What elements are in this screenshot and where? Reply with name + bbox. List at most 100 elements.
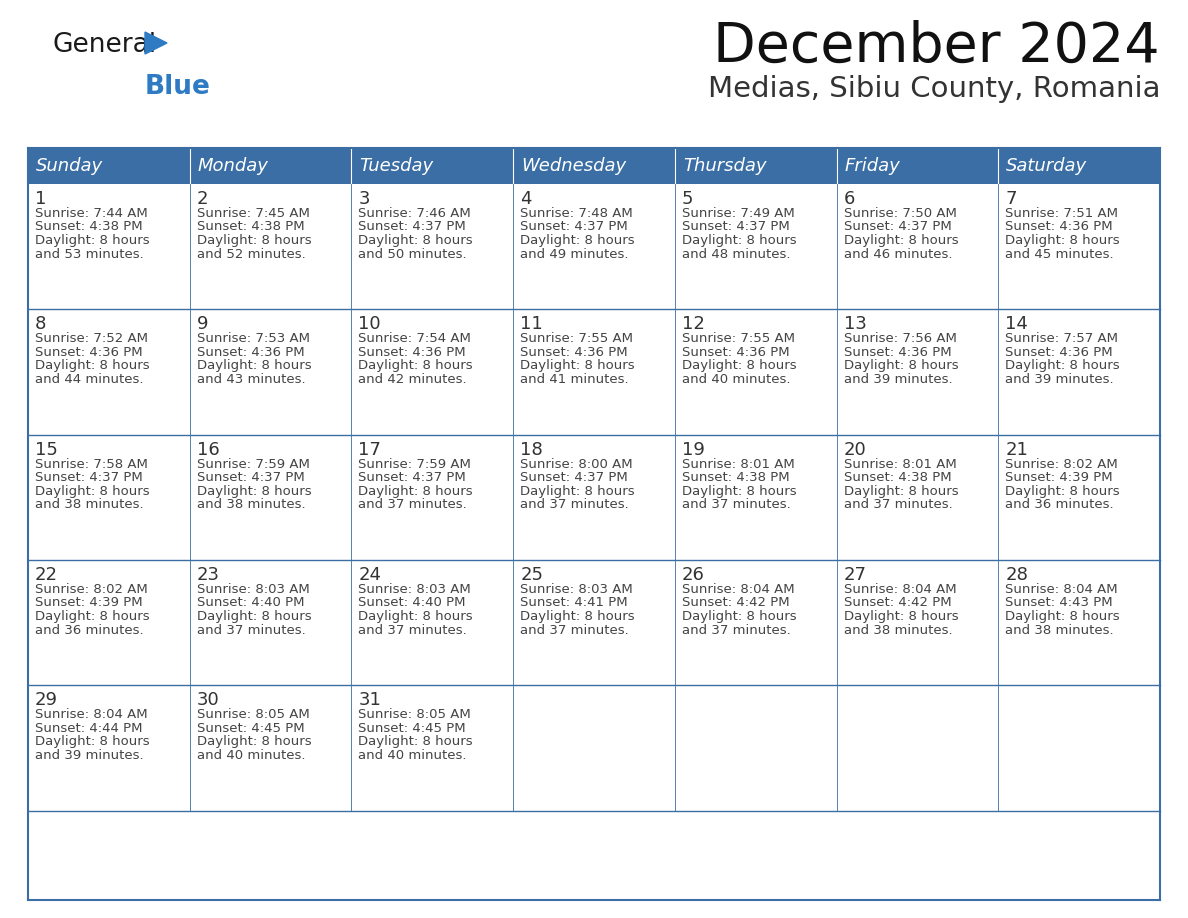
Text: 12: 12 <box>682 316 704 333</box>
Text: 22: 22 <box>34 566 58 584</box>
Text: Sunset: 4:40 PM: Sunset: 4:40 PM <box>359 597 466 610</box>
Text: 1: 1 <box>34 190 46 208</box>
Bar <box>352 148 513 184</box>
Text: December 2024: December 2024 <box>713 20 1159 74</box>
Text: Sunrise: 8:03 AM: Sunrise: 8:03 AM <box>197 583 309 596</box>
Text: Sunset: 4:37 PM: Sunset: 4:37 PM <box>359 220 466 233</box>
Text: Friday: Friday <box>845 157 901 175</box>
Text: Daylight: 8 hours: Daylight: 8 hours <box>520 234 634 247</box>
Text: Sunset: 4:38 PM: Sunset: 4:38 PM <box>682 471 790 484</box>
Text: Sunset: 4:37 PM: Sunset: 4:37 PM <box>682 220 790 233</box>
Polygon shape <box>145 32 168 54</box>
Bar <box>190 184 352 309</box>
Bar <box>513 309 675 434</box>
Text: General: General <box>52 32 156 58</box>
Bar <box>998 309 1159 434</box>
Text: Daylight: 8 hours: Daylight: 8 hours <box>520 485 634 498</box>
Text: and 40 minutes.: and 40 minutes. <box>682 373 790 386</box>
Text: and 37 minutes.: and 37 minutes. <box>682 623 790 636</box>
Text: Sunrise: 7:54 AM: Sunrise: 7:54 AM <box>359 332 472 345</box>
Text: and 37 minutes.: and 37 minutes. <box>197 623 305 636</box>
Text: Saturday: Saturday <box>1006 157 1087 175</box>
Text: Sunrise: 7:52 AM: Sunrise: 7:52 AM <box>34 332 148 345</box>
Bar <box>998 148 1159 184</box>
Text: and 39 minutes.: and 39 minutes. <box>1005 373 1114 386</box>
Text: 23: 23 <box>197 566 220 584</box>
Text: and 48 minutes.: and 48 minutes. <box>682 248 790 261</box>
Text: Sunrise: 8:02 AM: Sunrise: 8:02 AM <box>1005 458 1118 471</box>
Text: 21: 21 <box>1005 441 1028 459</box>
Text: Sunrise: 8:03 AM: Sunrise: 8:03 AM <box>520 583 633 596</box>
Text: and 37 minutes.: and 37 minutes. <box>359 623 467 636</box>
Text: Sunset: 4:39 PM: Sunset: 4:39 PM <box>1005 471 1113 484</box>
Text: Sunset: 4:45 PM: Sunset: 4:45 PM <box>197 722 304 734</box>
Text: and 36 minutes.: and 36 minutes. <box>1005 498 1114 511</box>
Text: 8: 8 <box>34 316 46 333</box>
Bar <box>29 434 190 560</box>
Text: Sunrise: 7:46 AM: Sunrise: 7:46 AM <box>359 207 472 220</box>
Text: Sunset: 4:36 PM: Sunset: 4:36 PM <box>359 346 466 359</box>
Text: 19: 19 <box>682 441 704 459</box>
Text: Daylight: 8 hours: Daylight: 8 hours <box>520 359 634 373</box>
Text: Sunset: 4:37 PM: Sunset: 4:37 PM <box>843 220 952 233</box>
Text: Sunset: 4:38 PM: Sunset: 4:38 PM <box>843 471 952 484</box>
Bar <box>190 148 352 184</box>
Text: Daylight: 8 hours: Daylight: 8 hours <box>34 359 150 373</box>
Bar <box>675 560 836 686</box>
Bar <box>29 184 190 309</box>
Text: 18: 18 <box>520 441 543 459</box>
Text: Daylight: 8 hours: Daylight: 8 hours <box>1005 485 1120 498</box>
Text: and 52 minutes.: and 52 minutes. <box>197 248 305 261</box>
Text: and 41 minutes.: and 41 minutes. <box>520 373 628 386</box>
Text: Sunset: 4:37 PM: Sunset: 4:37 PM <box>520 471 628 484</box>
Text: Daylight: 8 hours: Daylight: 8 hours <box>520 610 634 623</box>
Text: 15: 15 <box>34 441 58 459</box>
Text: Sunset: 4:41 PM: Sunset: 4:41 PM <box>520 597 627 610</box>
Text: Sunset: 4:37 PM: Sunset: 4:37 PM <box>359 471 466 484</box>
Text: 4: 4 <box>520 190 532 208</box>
Text: 6: 6 <box>843 190 855 208</box>
Text: Monday: Monday <box>197 157 268 175</box>
Bar <box>675 434 836 560</box>
Text: Sunrise: 7:55 AM: Sunrise: 7:55 AM <box>520 332 633 345</box>
Bar <box>675 309 836 434</box>
Text: Sunset: 4:38 PM: Sunset: 4:38 PM <box>197 220 304 233</box>
Text: Sunset: 4:42 PM: Sunset: 4:42 PM <box>682 597 790 610</box>
Text: Wednesday: Wednesday <box>522 157 626 175</box>
Text: 14: 14 <box>1005 316 1028 333</box>
Text: Medias, Sibiu County, Romania: Medias, Sibiu County, Romania <box>708 75 1159 103</box>
Bar <box>675 686 836 811</box>
Text: and 44 minutes.: and 44 minutes. <box>34 373 144 386</box>
Text: and 37 minutes.: and 37 minutes. <box>843 498 953 511</box>
Text: Daylight: 8 hours: Daylight: 8 hours <box>197 485 311 498</box>
Text: Sunset: 4:43 PM: Sunset: 4:43 PM <box>1005 597 1113 610</box>
Bar <box>29 686 190 811</box>
Text: Tuesday: Tuesday <box>360 157 434 175</box>
Text: Sunrise: 7:53 AM: Sunrise: 7:53 AM <box>197 332 310 345</box>
Text: and 37 minutes.: and 37 minutes. <box>520 623 628 636</box>
Text: 17: 17 <box>359 441 381 459</box>
Text: Sunrise: 7:57 AM: Sunrise: 7:57 AM <box>1005 332 1118 345</box>
Text: 25: 25 <box>520 566 543 584</box>
Text: Sunrise: 7:51 AM: Sunrise: 7:51 AM <box>1005 207 1118 220</box>
Text: and 38 minutes.: and 38 minutes. <box>843 623 953 636</box>
Text: Sunrise: 8:04 AM: Sunrise: 8:04 AM <box>682 583 795 596</box>
Text: Daylight: 8 hours: Daylight: 8 hours <box>34 610 150 623</box>
Text: 10: 10 <box>359 316 381 333</box>
Text: Sunset: 4:42 PM: Sunset: 4:42 PM <box>843 597 952 610</box>
Text: Daylight: 8 hours: Daylight: 8 hours <box>34 234 150 247</box>
Text: Daylight: 8 hours: Daylight: 8 hours <box>843 359 959 373</box>
Bar <box>352 434 513 560</box>
Text: Sunset: 4:38 PM: Sunset: 4:38 PM <box>34 220 143 233</box>
Text: Daylight: 8 hours: Daylight: 8 hours <box>843 610 959 623</box>
Text: Sunset: 4:37 PM: Sunset: 4:37 PM <box>520 220 628 233</box>
Text: Daylight: 8 hours: Daylight: 8 hours <box>682 485 796 498</box>
Text: 7: 7 <box>1005 190 1017 208</box>
Bar <box>836 309 998 434</box>
Bar <box>836 686 998 811</box>
Text: Sunrise: 8:02 AM: Sunrise: 8:02 AM <box>34 583 147 596</box>
Text: Daylight: 8 hours: Daylight: 8 hours <box>359 485 473 498</box>
Text: Blue: Blue <box>145 74 211 100</box>
Text: Sunset: 4:37 PM: Sunset: 4:37 PM <box>34 471 143 484</box>
Text: Sunset: 4:36 PM: Sunset: 4:36 PM <box>682 346 790 359</box>
